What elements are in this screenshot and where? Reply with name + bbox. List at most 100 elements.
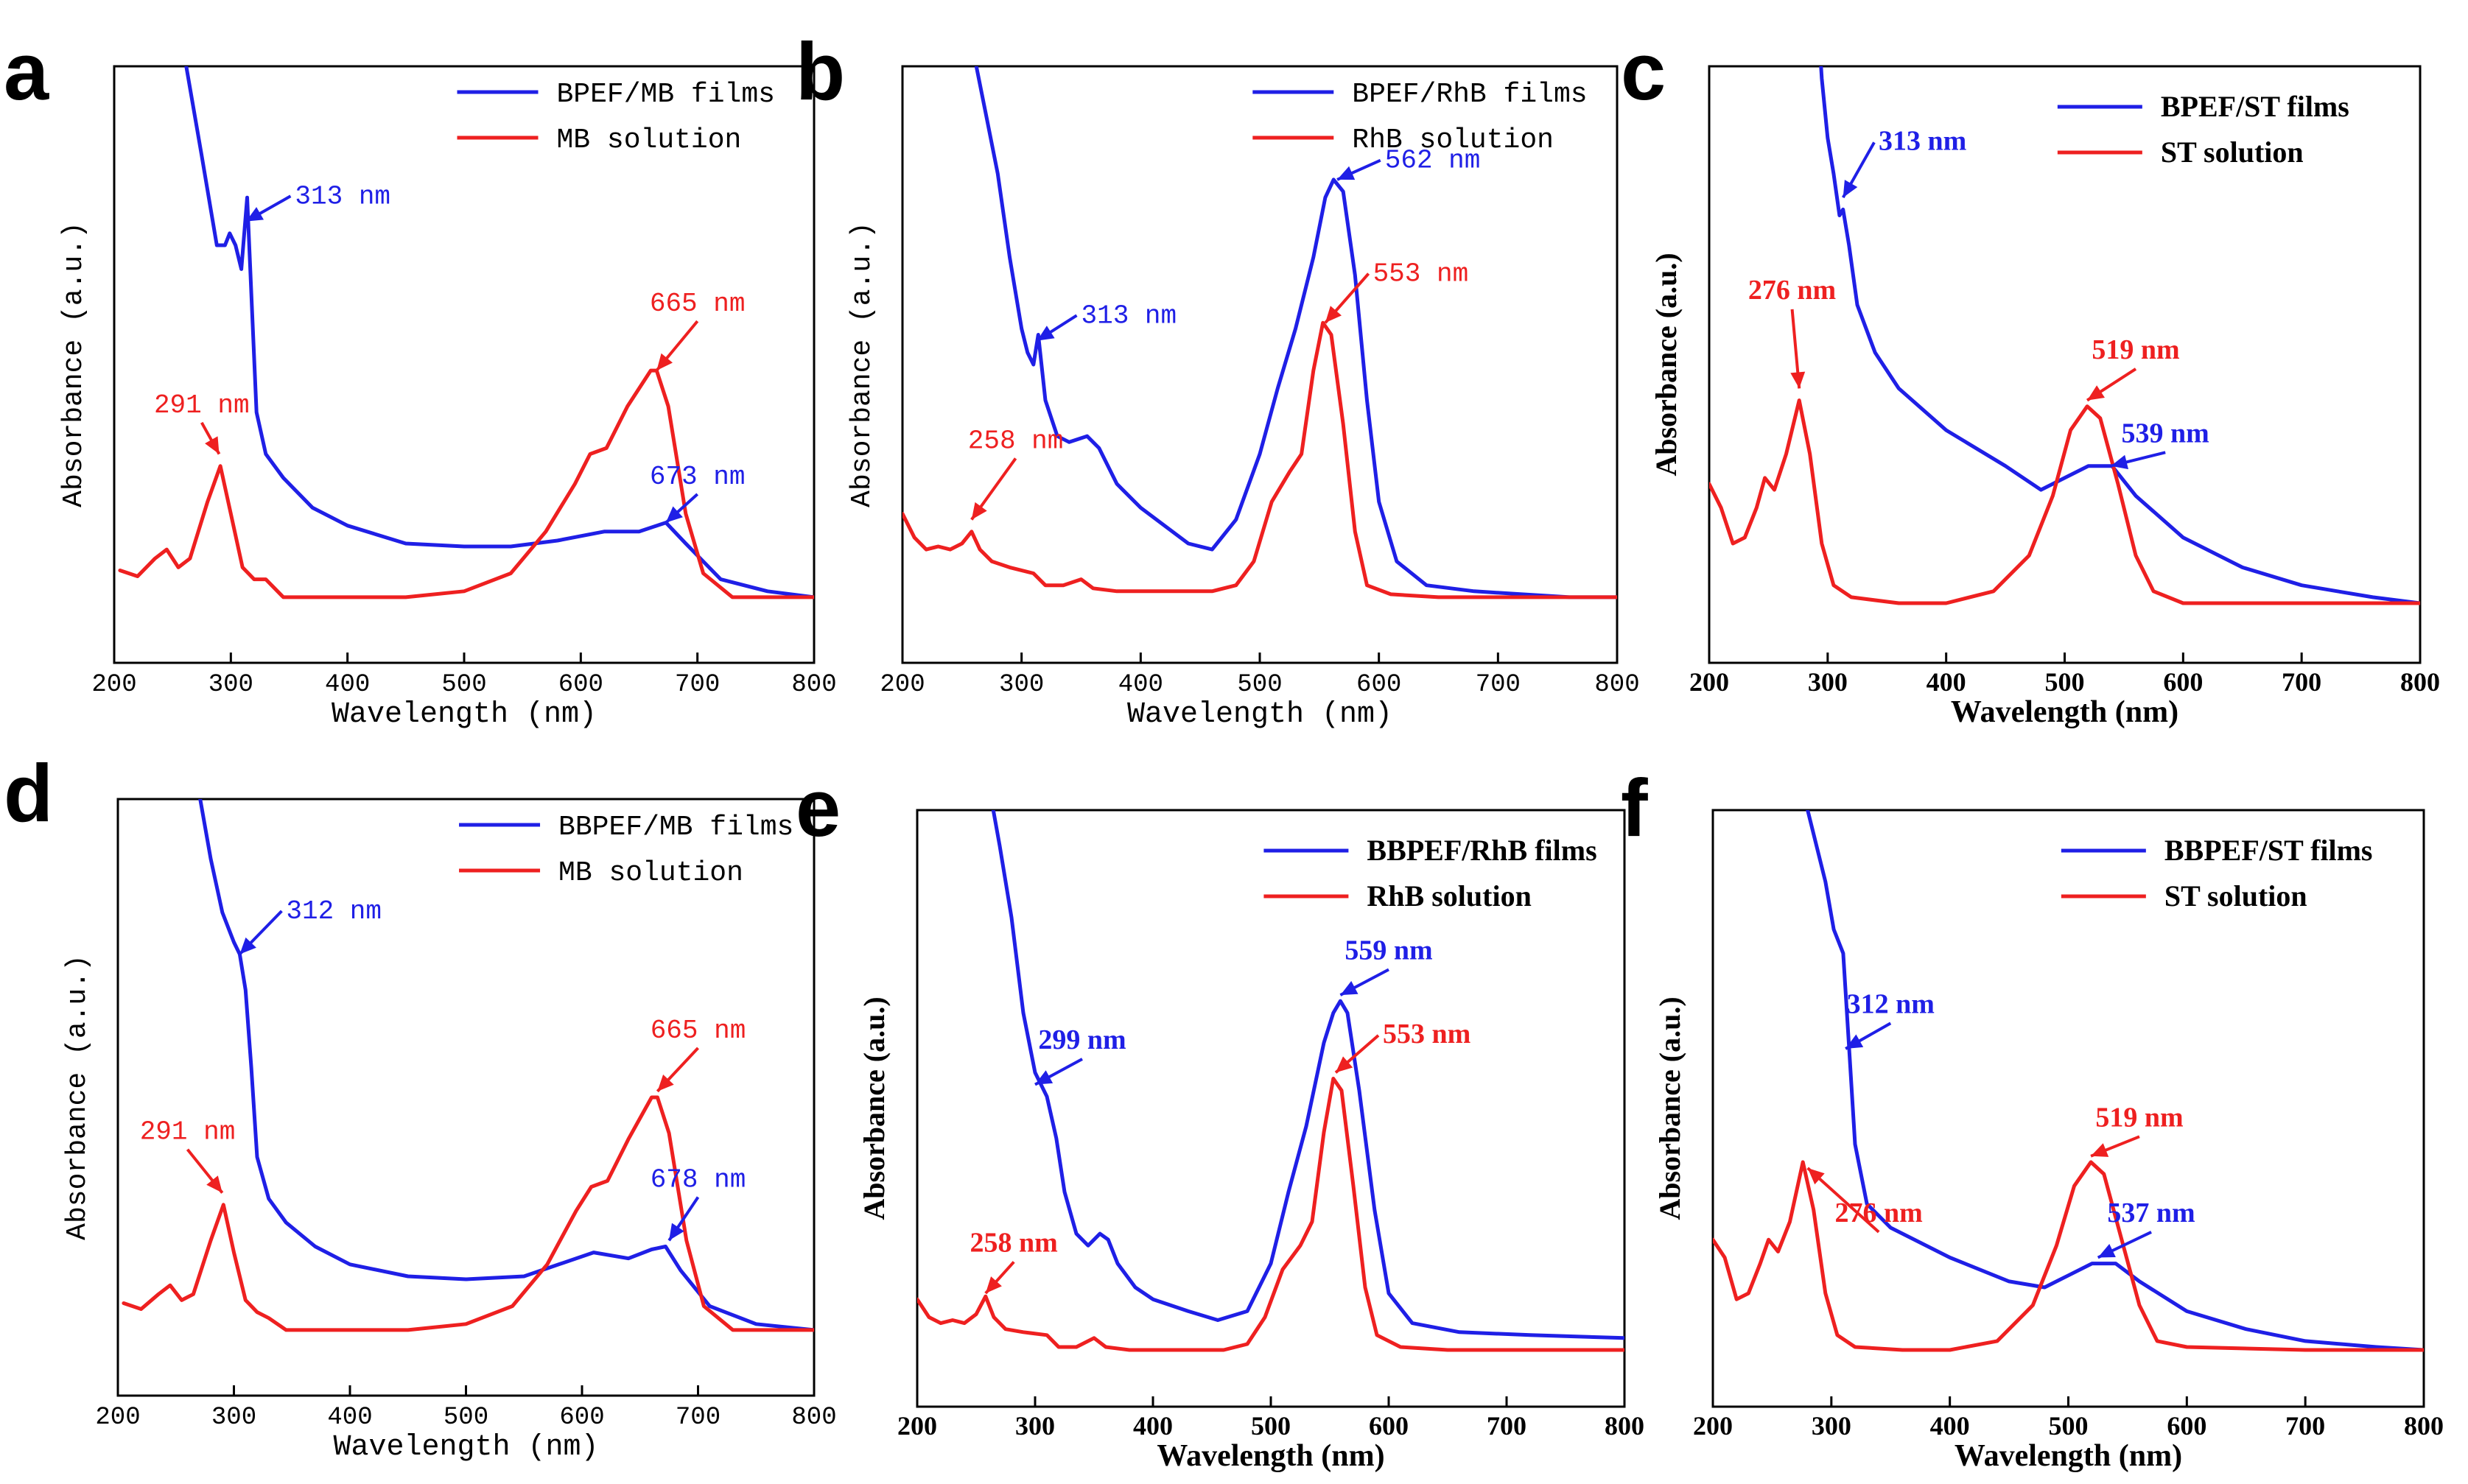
- x-tick-label: 700: [2285, 1411, 2325, 1441]
- annotation-label: 539 nm: [2122, 418, 2209, 449]
- x-tick-label: 800: [791, 671, 836, 699]
- x-tick-label: 600: [2167, 1411, 2206, 1441]
- annotation-arrow-head: [1037, 326, 1055, 341]
- x-tick-label: 600: [559, 1404, 604, 1432]
- series-line-solution: [1713, 1160, 2424, 1352]
- annotation-label: 678 nm: [651, 1165, 746, 1195]
- x-axis-label: Wavelength (nm): [1955, 1439, 2182, 1473]
- panel-letter-b: b: [796, 27, 845, 117]
- panel-letter-d: d: [4, 748, 53, 839]
- x-tick-label: 700: [675, 671, 720, 699]
- x-tick-label: 200: [95, 1404, 140, 1432]
- x-tick-label: 200: [897, 1411, 937, 1441]
- annotation-label: 299 nm: [1038, 1024, 1126, 1055]
- x-tick-label: 300: [1812, 1411, 1851, 1441]
- legend-label: MB solution: [558, 857, 743, 889]
- annotation-label: 291 nm: [140, 1117, 236, 1147]
- x-tick-label: 700: [1487, 1411, 1526, 1441]
- legend-label: BPEF/RhB films: [1352, 79, 1587, 110]
- chart-panel-e: 200 300 400 500 600 700 800 Wavelength (nm) Abso…: [858, 809, 1644, 1473]
- panel-letter-a: a: [4, 27, 49, 117]
- panel-letter-c: c: [1621, 27, 1666, 117]
- x-tick-label: 200: [91, 671, 136, 699]
- annotation-label: 519 nm: [2095, 1102, 2183, 1133]
- annotation-label: 312 nm: [1847, 988, 1935, 1019]
- legend-label: RhB solution: [1352, 124, 1554, 156]
- annotation-label: 553 nm: [1383, 1019, 1470, 1049]
- x-tick-label: 400: [1133, 1411, 1173, 1441]
- annotation-arrow-head: [1337, 166, 1356, 180]
- x-tick-label: 400: [325, 671, 370, 699]
- annotation-arrow-head: [656, 353, 673, 371]
- annotation-arrow-head: [245, 207, 264, 222]
- annotation-arrow-head: [1035, 1070, 1054, 1085]
- annotation-arrow-head: [1336, 1056, 1353, 1073]
- x-tick-label: 800: [791, 1404, 836, 1432]
- x-tick-label: 700: [676, 1404, 721, 1432]
- series-line-films: [1819, 66, 2420, 605]
- x-tick-label: 500: [441, 671, 486, 699]
- annotation-arrow-head: [971, 502, 987, 520]
- x-axis-label: Wavelength (nm): [1157, 1439, 1384, 1473]
- series-line-films: [974, 66, 1617, 599]
- annotation-label: 276 nm: [1748, 275, 1836, 306]
- series-line-solution: [902, 320, 1617, 599]
- annotation-label: 291 nm: [154, 390, 250, 421]
- y-axis-label: Absorbance (a.u.): [858, 996, 891, 1220]
- x-tick-label: 800: [2400, 667, 2440, 697]
- series-line-solution: [118, 368, 814, 599]
- chart-panel-c: 200 300 400 500 600 700 800 Wavelength (nm) Abso…: [1650, 65, 2440, 729]
- annotation-label: 258 nm: [970, 1227, 1058, 1258]
- x-tick-label: 600: [1356, 671, 1401, 699]
- annotation-label: 562 nm: [1385, 146, 1481, 176]
- plot-frame: [1708, 65, 2422, 664]
- annotation-arrow-head: [669, 1223, 684, 1241]
- legend-label: BBPEF/MB films: [558, 812, 793, 843]
- x-tick-label: 600: [558, 671, 603, 699]
- panel-letter-e: e: [796, 763, 841, 854]
- legend-label: MB solution: [557, 124, 742, 156]
- y-axis-label: Absorbance (a.u.): [62, 954, 94, 1240]
- plot-frame: [1711, 809, 2425, 1408]
- y-axis-label: Absorbance (a.u.): [1650, 253, 1683, 476]
- x-tick-label: 600: [1369, 1411, 1409, 1441]
- annotation-label: 258 nm: [968, 426, 1064, 456]
- y-axis-label: Absorbance (a.u.): [846, 222, 878, 507]
- annotation-label: 553 nm: [1373, 259, 1469, 289]
- x-tick-label: 500: [2049, 1411, 2089, 1441]
- annotation-arrow-head: [1845, 1034, 1864, 1049]
- x-tick-label: 700: [2282, 667, 2321, 697]
- annotation-arrow-head: [1843, 180, 1858, 198]
- x-tick-label: 200: [1693, 1411, 1733, 1441]
- x-tick-label: 800: [2404, 1411, 2444, 1441]
- x-tick-label: 300: [1015, 1411, 1055, 1441]
- series-line-solution: [1709, 398, 2420, 605]
- annotation-arrow-head: [2097, 1244, 2116, 1258]
- legend-label: ST solution: [2164, 879, 2307, 912]
- legend-label: ST solution: [2161, 136, 2304, 169]
- legend-label: RhB solution: [1367, 879, 1531, 912]
- chart-panel-a: 200 300 400 500 600 700 800 Wavelength (nm) Abso…: [58, 65, 837, 731]
- annotation-arrow-head: [1340, 981, 1359, 996]
- annotation-arrow-head: [657, 1075, 674, 1091]
- x-tick-label: 800: [1594, 671, 1639, 699]
- chart-panel-b: 200 300 400 500 600 700 800 Wavelength (nm) Abso…: [846, 65, 1640, 731]
- annotation-label: 559 nm: [1345, 935, 1432, 966]
- annotation-arrow-head: [1807, 1168, 1825, 1185]
- y-axis-label: Absorbance (a.u.): [58, 222, 90, 507]
- x-tick-label: 300: [208, 671, 253, 699]
- x-tick-label: 200: [880, 671, 925, 699]
- x-tick-label: 400: [1930, 1411, 1970, 1441]
- x-tick-label: 400: [1118, 671, 1163, 699]
- annotation-label: 673 nm: [650, 462, 746, 492]
- x-axis-label: Wavelength (nm): [332, 698, 597, 731]
- series-line-films: [184, 66, 814, 599]
- annotation-arrow-head: [1325, 306, 1342, 323]
- series-line-films: [198, 799, 814, 1332]
- x-tick-label: 400: [1927, 667, 1966, 697]
- x-tick-label: 500: [2045, 667, 2085, 697]
- legend-label: BPEF/ST films: [2161, 90, 2349, 123]
- chart-panel-f: 200 300 400 500 600 700 800 Wavelength (nm) Abso…: [1653, 809, 2444, 1473]
- annotation-arrow-head: [2087, 385, 2105, 401]
